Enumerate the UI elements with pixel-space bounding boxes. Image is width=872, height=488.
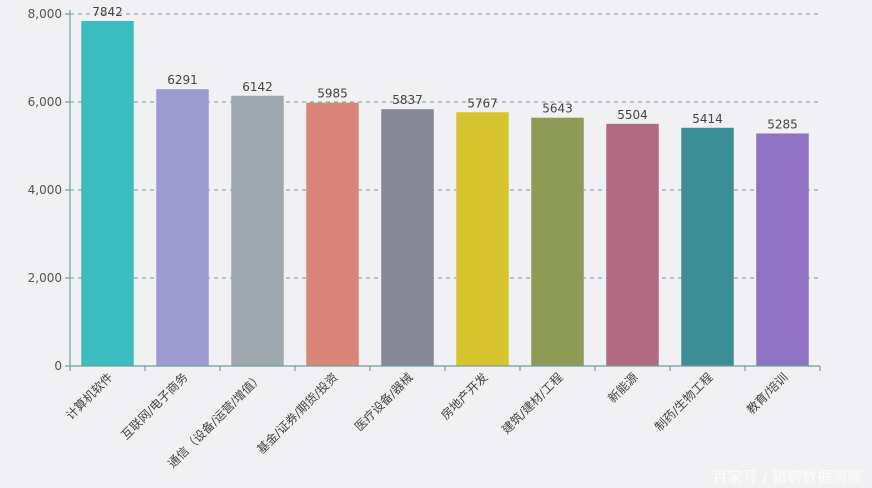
y-tick-label: 6,000 xyxy=(28,95,62,109)
data-labels: 7842 6291 6142 5985 5837 5767 5643 5504 5414 5285 xyxy=(92,5,798,132)
bar xyxy=(756,133,809,366)
y-tick-label: 2,000 xyxy=(28,271,62,285)
bar xyxy=(381,109,434,366)
bar xyxy=(306,102,359,366)
data-label: 5504 xyxy=(617,108,648,122)
data-label: 6291 xyxy=(167,73,198,87)
x-category-label: 计算机软件 xyxy=(63,370,116,423)
data-label: 5767 xyxy=(467,96,498,110)
bar xyxy=(456,112,509,366)
data-label: 5414 xyxy=(692,112,723,126)
bar xyxy=(81,20,134,367)
x-category-label: 基金/证券/期货/投资 xyxy=(254,370,341,457)
y-tick-label: 8,000 xyxy=(28,7,62,21)
x-category-label: 制药/生物工程 xyxy=(651,370,715,434)
data-label: 5985 xyxy=(317,87,348,101)
x-category-label: 医疗设备/器械 xyxy=(351,370,415,434)
x-category-label: 建筑/建材/工程 xyxy=(498,370,565,437)
bar xyxy=(681,127,734,366)
bar xyxy=(231,95,284,366)
x-category-label: 教育/培训 xyxy=(743,370,790,417)
bar xyxy=(531,117,584,366)
x-category-label: 互联网/电子商务 xyxy=(118,370,191,443)
y-axis: 0 2,000 4,000 6,000 8,000 xyxy=(28,7,71,373)
data-label: 5643 xyxy=(542,102,573,116)
data-label: 5285 xyxy=(767,117,798,131)
data-label: 7842 xyxy=(92,5,123,19)
x-category-label: 新能源 xyxy=(605,370,641,406)
x-category-label: 房地产开发 xyxy=(438,370,491,423)
bars xyxy=(81,20,809,367)
y-tick-label: 0 xyxy=(54,359,62,373)
watermark: 百家号 / 猎聘数据洞察 xyxy=(712,468,862,486)
data-label: 6142 xyxy=(242,80,273,94)
bar xyxy=(156,89,209,367)
data-label: 5837 xyxy=(392,93,423,107)
y-tick-label: 4,000 xyxy=(28,183,62,197)
bar xyxy=(606,123,659,366)
